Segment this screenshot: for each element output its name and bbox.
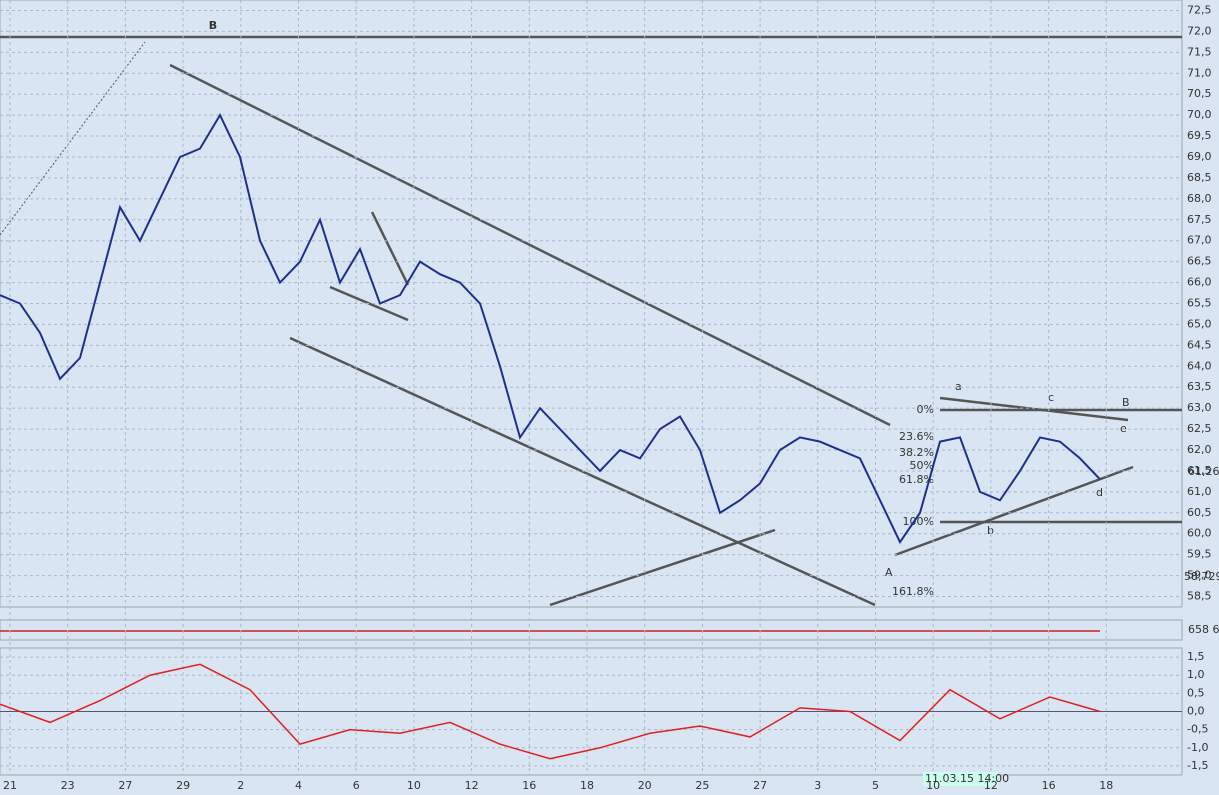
x-tick-label: 12 — [984, 779, 998, 792]
x-tick-label: 29 — [176, 779, 190, 792]
x-tick-label: 27 — [753, 779, 767, 792]
price-label: 61,262 — [1188, 465, 1219, 478]
macd-tick-label: -1,0 — [1187, 741, 1208, 754]
y-tick-label: 69,5 — [1187, 129, 1212, 142]
x-tick-label: 10 — [926, 779, 940, 792]
y-tick-label: 66,0 — [1187, 276, 1212, 289]
fib-label: 23.6% — [899, 430, 934, 443]
price-label: 58,729 — [1184, 570, 1219, 583]
macd-tick-label: -1,5 — [1187, 759, 1208, 772]
y-tick-label: 72,0 — [1187, 24, 1212, 37]
wave-label: B — [1122, 396, 1130, 409]
cursor-box — [923, 772, 998, 786]
y-tick-label: 60,0 — [1187, 527, 1212, 540]
wave-label: d — [1096, 486, 1103, 499]
macd-tick-label: 0,5 — [1187, 686, 1205, 699]
y-tick-label: 70,5 — [1187, 87, 1212, 100]
y-tick-label: 60,5 — [1187, 506, 1212, 519]
y-tick-label: 58,5 — [1187, 590, 1212, 603]
fib-label: 38.2% — [899, 446, 934, 459]
y-tick-label: 72,5 — [1187, 3, 1212, 16]
fib-label: 61.8% — [899, 473, 934, 486]
y-tick-label: 67,5 — [1187, 213, 1212, 226]
x-tick-label: 18 — [580, 779, 594, 792]
y-tick-label: 65,5 — [1187, 297, 1212, 310]
macd-line — [0, 663, 1101, 760]
volume-panel — [0, 619, 1183, 641]
macd-tick-label: 0,0 — [1187, 705, 1205, 718]
wave-label: e — [1120, 422, 1127, 435]
y-tick-label: 67,0 — [1187, 234, 1212, 247]
x-tick-label: 27 — [118, 779, 132, 792]
x-tick-label: 25 — [695, 779, 709, 792]
trend-lines — [0, 35, 1182, 607]
y-tick-label: 71,5 — [1187, 45, 1212, 58]
y-tick-label: 68,0 — [1187, 192, 1212, 205]
y-tick-label: 62,5 — [1187, 422, 1212, 435]
y-tick-label: 64,0 — [1187, 359, 1212, 372]
x-tick-label: 16 — [1042, 779, 1056, 792]
wave-label: c — [1048, 391, 1054, 404]
price-line — [0, 113, 1101, 545]
x-tick-label: 3 — [814, 779, 821, 792]
x-tick-label: 21 — [3, 779, 17, 792]
y-tick-label: 71,0 — [1187, 66, 1212, 79]
fib-label: 100% — [903, 515, 934, 528]
x-tick-label: 18 — [1099, 779, 1113, 792]
fib-label: 50% — [910, 459, 934, 472]
x-tick-label: 4 — [295, 779, 302, 792]
y-tick-label: 65,0 — [1187, 317, 1212, 330]
y-tick-label: 69,0 — [1187, 150, 1212, 163]
y-tick-label: 63,5 — [1187, 380, 1212, 393]
y-tick-label: 64,5 — [1187, 338, 1212, 351]
x-tick-label: 16 — [522, 779, 536, 792]
x-tick-label: 23 — [61, 779, 75, 792]
y-tick-label: 66,5 — [1187, 255, 1212, 268]
x-tick-label: 12 — [465, 779, 479, 792]
y-tick-label: 63,0 — [1187, 401, 1212, 414]
wave-label: a — [955, 380, 962, 393]
x-tick-label: 5 — [872, 779, 879, 792]
y-tick-label: 59,5 — [1187, 548, 1212, 561]
x-tick-label: 20 — [638, 779, 652, 792]
y-tick-label: 61,5 — [1187, 464, 1212, 477]
volume-label: 658 67 — [1188, 623, 1219, 636]
macd-tick-label: 1,5 — [1187, 650, 1205, 663]
y-tick-label: 62,0 — [1187, 443, 1212, 456]
macd-tick-label: 1,0 — [1187, 668, 1205, 681]
y-tick-label: 61,0 — [1187, 485, 1212, 498]
x-tick-label: 6 — [353, 779, 360, 792]
fib-label: 161.8% — [892, 585, 934, 598]
x-tick-label: 2 — [237, 779, 244, 792]
wave-label: B — [209, 19, 217, 32]
y-tick-label: 59,0 — [1187, 569, 1212, 582]
cursor-date: 11.03.15 14:00 — [925, 772, 1009, 785]
wave-label: A — [885, 566, 893, 579]
y-tick-label: 68,5 — [1187, 171, 1212, 184]
y-tick-label: 70,0 — [1187, 108, 1212, 121]
macd-tick-label: -0,5 — [1187, 723, 1208, 736]
x-tick-label: 10 — [407, 779, 421, 792]
fib-label: 0% — [917, 403, 934, 416]
